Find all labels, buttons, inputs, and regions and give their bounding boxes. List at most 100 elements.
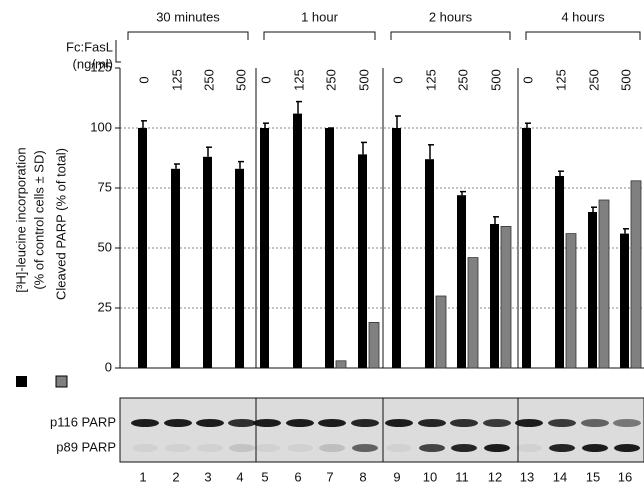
lane-label: 3 xyxy=(204,469,211,484)
legend-swatch xyxy=(16,376,27,387)
dose-label: 125 xyxy=(423,69,438,91)
blot-band xyxy=(318,419,346,427)
group-label: 30 minutes xyxy=(156,9,220,24)
dose-label: 250 xyxy=(455,69,470,91)
blot-band xyxy=(254,444,280,452)
chart: Fc:FasL (ng/ml) [³H]-leucine incorporati… xyxy=(0,0,644,488)
blot-band xyxy=(131,419,159,427)
dose-label: 500 xyxy=(233,69,248,91)
bar xyxy=(235,169,244,368)
group-bracket xyxy=(526,32,640,40)
blot-band xyxy=(287,444,313,452)
legend-label: [³H]-leucine incorporation xyxy=(13,147,28,292)
lane-label: 11 xyxy=(455,469,469,484)
blot-band xyxy=(165,444,191,452)
blot-band xyxy=(549,444,575,452)
lane-label: 2 xyxy=(172,469,179,484)
blot-band xyxy=(418,419,446,427)
bar xyxy=(293,114,302,368)
dose-label-wrap: 125 xyxy=(169,69,184,91)
blot-band xyxy=(197,444,223,452)
dose-label: 125 xyxy=(291,69,306,91)
blot-band xyxy=(419,444,445,452)
bar xyxy=(588,212,597,368)
blot-band xyxy=(352,444,378,452)
blot-band xyxy=(385,419,413,427)
blot-band xyxy=(386,444,412,452)
group-bracket xyxy=(264,32,375,40)
bar xyxy=(436,296,446,368)
blot-band xyxy=(548,419,576,427)
dose-label-wrap: 125 xyxy=(423,69,438,91)
bar xyxy=(171,169,180,368)
bar xyxy=(599,200,609,368)
y-tick-label: 75 xyxy=(98,179,112,194)
blot-band xyxy=(164,419,192,427)
dose-label-wrap: 500 xyxy=(618,69,633,91)
dose-label: 500 xyxy=(488,69,503,91)
group-label: 1 hour xyxy=(301,9,339,24)
dose-label: 250 xyxy=(586,69,601,91)
dose-label: 500 xyxy=(356,69,371,91)
blot-band xyxy=(614,444,640,452)
lane-label: 9 xyxy=(393,469,400,484)
dose-label-wrap: 0 xyxy=(520,76,535,83)
dose-label-wrap: 0 xyxy=(390,76,405,83)
blot-band xyxy=(484,444,510,452)
blot-band xyxy=(451,444,477,452)
y-tick-label: 50 xyxy=(98,239,112,254)
bar xyxy=(425,159,434,368)
blot xyxy=(120,398,644,462)
dose-label: 250 xyxy=(201,69,216,91)
dose-label: 125 xyxy=(169,69,184,91)
group-bracket xyxy=(391,32,510,40)
bar xyxy=(392,128,401,368)
bar xyxy=(358,154,367,368)
dose-label-wrap: 250 xyxy=(455,69,470,91)
lane-label: 8 xyxy=(359,469,366,484)
legend-sublabel: (% of control cells ± SD) xyxy=(31,150,46,289)
bar xyxy=(620,234,629,368)
lane-label: 13 xyxy=(520,469,534,484)
bar xyxy=(490,224,499,368)
page: Fc:FasL (ng/ml) [³H]-leucine incorporati… xyxy=(0,0,644,488)
blot-band xyxy=(286,419,314,427)
lane-label: 4 xyxy=(236,469,243,484)
blot-band xyxy=(229,444,255,452)
blot-band xyxy=(581,419,609,427)
legend-black: [³H]-leucine incorporation xyxy=(13,147,28,292)
dose-label-wrap: 125 xyxy=(291,69,306,91)
y-tick-label: 100 xyxy=(90,119,112,134)
dose-bracket xyxy=(116,40,121,62)
dose-label-wrap: 500 xyxy=(233,69,248,91)
dose-label: 125 xyxy=(553,69,568,91)
blot-band xyxy=(319,444,345,452)
lane-label: 16 xyxy=(618,469,632,484)
group-label: 2 hours xyxy=(429,9,473,24)
dose-label: 0 xyxy=(390,76,405,83)
bar xyxy=(369,322,379,368)
legend-black-sub: (% of control cells ± SD) xyxy=(31,150,46,289)
bar xyxy=(260,128,269,368)
blot-band xyxy=(351,419,379,427)
dose-label-wrap: 500 xyxy=(488,69,503,91)
dose-label: 500 xyxy=(618,69,633,91)
blot-band xyxy=(613,419,641,427)
bar xyxy=(457,195,466,368)
dose-label: 250 xyxy=(323,69,338,91)
bar xyxy=(468,258,478,368)
blot-band xyxy=(516,444,542,452)
dose-label-wrap: 0 xyxy=(136,76,151,83)
lane-label: 1 xyxy=(139,469,146,484)
lane-label: 5 xyxy=(261,469,268,484)
bar xyxy=(501,226,511,368)
blot-band xyxy=(515,419,543,427)
dose-label-wrap: 250 xyxy=(201,69,216,91)
dose-label-wrap: 500 xyxy=(356,69,371,91)
blot-band xyxy=(253,419,281,427)
lane-label: 10 xyxy=(423,469,437,484)
dose-label-wrap: 250 xyxy=(586,69,601,91)
group-bracket xyxy=(128,32,248,40)
dose-label: 0 xyxy=(258,76,273,83)
legend-gray: Cleaved PARP (% of total) xyxy=(53,148,68,300)
